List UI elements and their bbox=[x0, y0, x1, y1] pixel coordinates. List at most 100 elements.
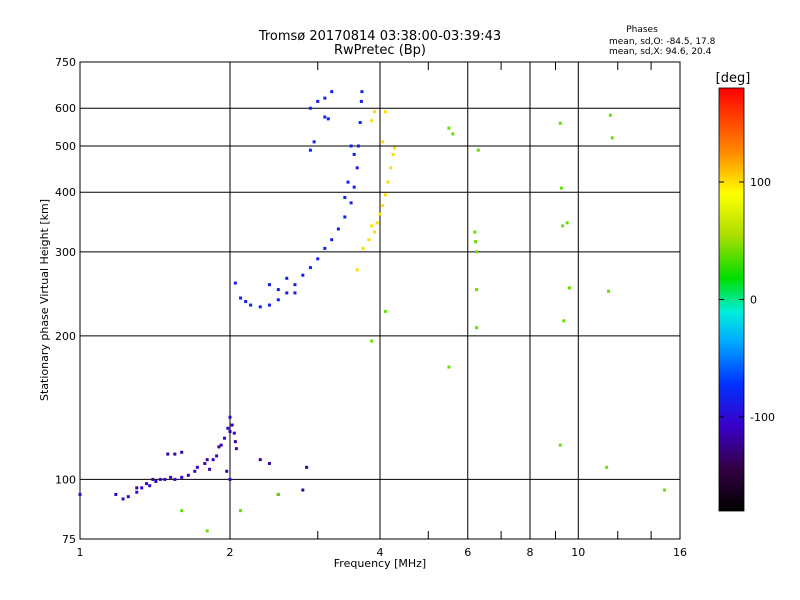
x-tick-label: 6 bbox=[464, 546, 471, 559]
x-tick-label: 2 bbox=[227, 546, 234, 559]
x-tick-label: 1 bbox=[77, 546, 84, 559]
data-point bbox=[305, 465, 309, 469]
y-axis-label: Stationary phase Virtual Height [km] bbox=[38, 199, 51, 401]
data-point bbox=[312, 140, 316, 144]
data-point bbox=[285, 291, 289, 295]
data-point bbox=[239, 509, 243, 513]
data-point bbox=[391, 152, 395, 156]
data-point bbox=[249, 303, 253, 307]
data-point bbox=[232, 431, 236, 435]
legend-line-x: mean, sd,X: 94.6, 20.4 bbox=[609, 47, 712, 57]
data-point bbox=[208, 467, 212, 471]
data-point bbox=[381, 204, 385, 208]
data-point bbox=[447, 365, 451, 369]
data-point bbox=[610, 136, 614, 140]
data-point bbox=[451, 132, 455, 136]
data-point bbox=[393, 146, 397, 150]
legend-title: Phases bbox=[626, 25, 658, 35]
data-point bbox=[267, 283, 271, 287]
data-point bbox=[276, 288, 280, 292]
data-point bbox=[370, 339, 374, 343]
data-point bbox=[258, 305, 262, 309]
chart-title: Tromsø 20170814 03:38:00-03:39:43 bbox=[258, 29, 501, 44]
y-tick-label: 500 bbox=[55, 140, 76, 153]
colorbar-tick-label: 0 bbox=[750, 294, 757, 307]
data-point bbox=[373, 110, 377, 114]
data-point bbox=[352, 152, 356, 156]
x-axis-label: Frequency [MHz] bbox=[334, 557, 426, 570]
data-point bbox=[386, 180, 390, 184]
data-point bbox=[173, 477, 177, 481]
data-point bbox=[169, 475, 173, 479]
chart-subtitle: RwPretec (Bp) bbox=[334, 43, 426, 58]
data-point bbox=[355, 268, 359, 272]
data-point bbox=[276, 298, 280, 302]
data-point bbox=[228, 430, 232, 434]
data-point bbox=[370, 119, 374, 123]
data-point bbox=[383, 193, 387, 197]
colorbar-tick-label: -100 bbox=[750, 411, 775, 424]
y-tick-label: 300 bbox=[55, 246, 76, 259]
y-tick-label: 750 bbox=[55, 56, 76, 69]
data-point bbox=[267, 461, 271, 465]
data-point bbox=[121, 497, 125, 501]
data-point bbox=[447, 126, 451, 130]
y-tick-labels: 75 100 200 300 400 500 600 750 bbox=[55, 56, 76, 546]
data-point bbox=[234, 447, 238, 451]
data-point bbox=[205, 458, 209, 462]
data-point bbox=[383, 110, 387, 114]
data-point bbox=[215, 454, 219, 458]
legend-line-o: mean, sd,O: -84.5, 17.8 bbox=[609, 37, 716, 47]
data-point bbox=[559, 186, 563, 190]
data-point bbox=[323, 246, 327, 250]
data-point bbox=[135, 486, 139, 490]
data-point bbox=[195, 465, 199, 469]
data-point bbox=[226, 426, 230, 430]
data-point bbox=[154, 479, 158, 483]
data-point bbox=[203, 461, 207, 465]
y-tick-label: 100 bbox=[55, 473, 76, 486]
data-point bbox=[228, 415, 232, 419]
data-point bbox=[361, 246, 365, 250]
data-point bbox=[301, 273, 305, 277]
data-point bbox=[663, 488, 667, 492]
data-point bbox=[145, 482, 149, 486]
data-point bbox=[316, 99, 320, 103]
data-point bbox=[308, 148, 312, 152]
data-point bbox=[293, 291, 297, 295]
data-point bbox=[330, 238, 334, 242]
data-points bbox=[78, 90, 667, 533]
data-point bbox=[473, 230, 477, 234]
data-point bbox=[244, 300, 248, 304]
data-point bbox=[180, 509, 184, 513]
data-point bbox=[293, 283, 297, 287]
data-point bbox=[158, 477, 162, 481]
x-tick-labels: 1 2 4 6 8 10 16 bbox=[77, 546, 688, 559]
data-point bbox=[285, 276, 289, 280]
data-point bbox=[326, 117, 330, 121]
data-point bbox=[140, 486, 144, 490]
data-point bbox=[355, 166, 359, 170]
data-point bbox=[217, 445, 221, 449]
data-point bbox=[223, 436, 227, 440]
data-point bbox=[370, 224, 374, 228]
data-point bbox=[180, 450, 184, 454]
data-point bbox=[383, 309, 387, 313]
data-point bbox=[323, 115, 327, 119]
data-point bbox=[233, 281, 237, 285]
data-point bbox=[239, 296, 243, 300]
data-point bbox=[346, 180, 350, 184]
data-point bbox=[375, 221, 379, 225]
colorbar-label: [deg] bbox=[716, 71, 751, 86]
data-point bbox=[330, 90, 334, 94]
axis-ticks bbox=[317, 62, 652, 539]
colorbar-tick-label: 100 bbox=[750, 176, 771, 189]
data-point bbox=[180, 475, 184, 479]
y-tick-label: 400 bbox=[55, 186, 76, 199]
data-point bbox=[193, 469, 197, 473]
data-point bbox=[352, 185, 356, 189]
x-tick-label: 16 bbox=[673, 546, 687, 559]
data-point bbox=[474, 240, 478, 244]
data-point bbox=[561, 224, 565, 228]
